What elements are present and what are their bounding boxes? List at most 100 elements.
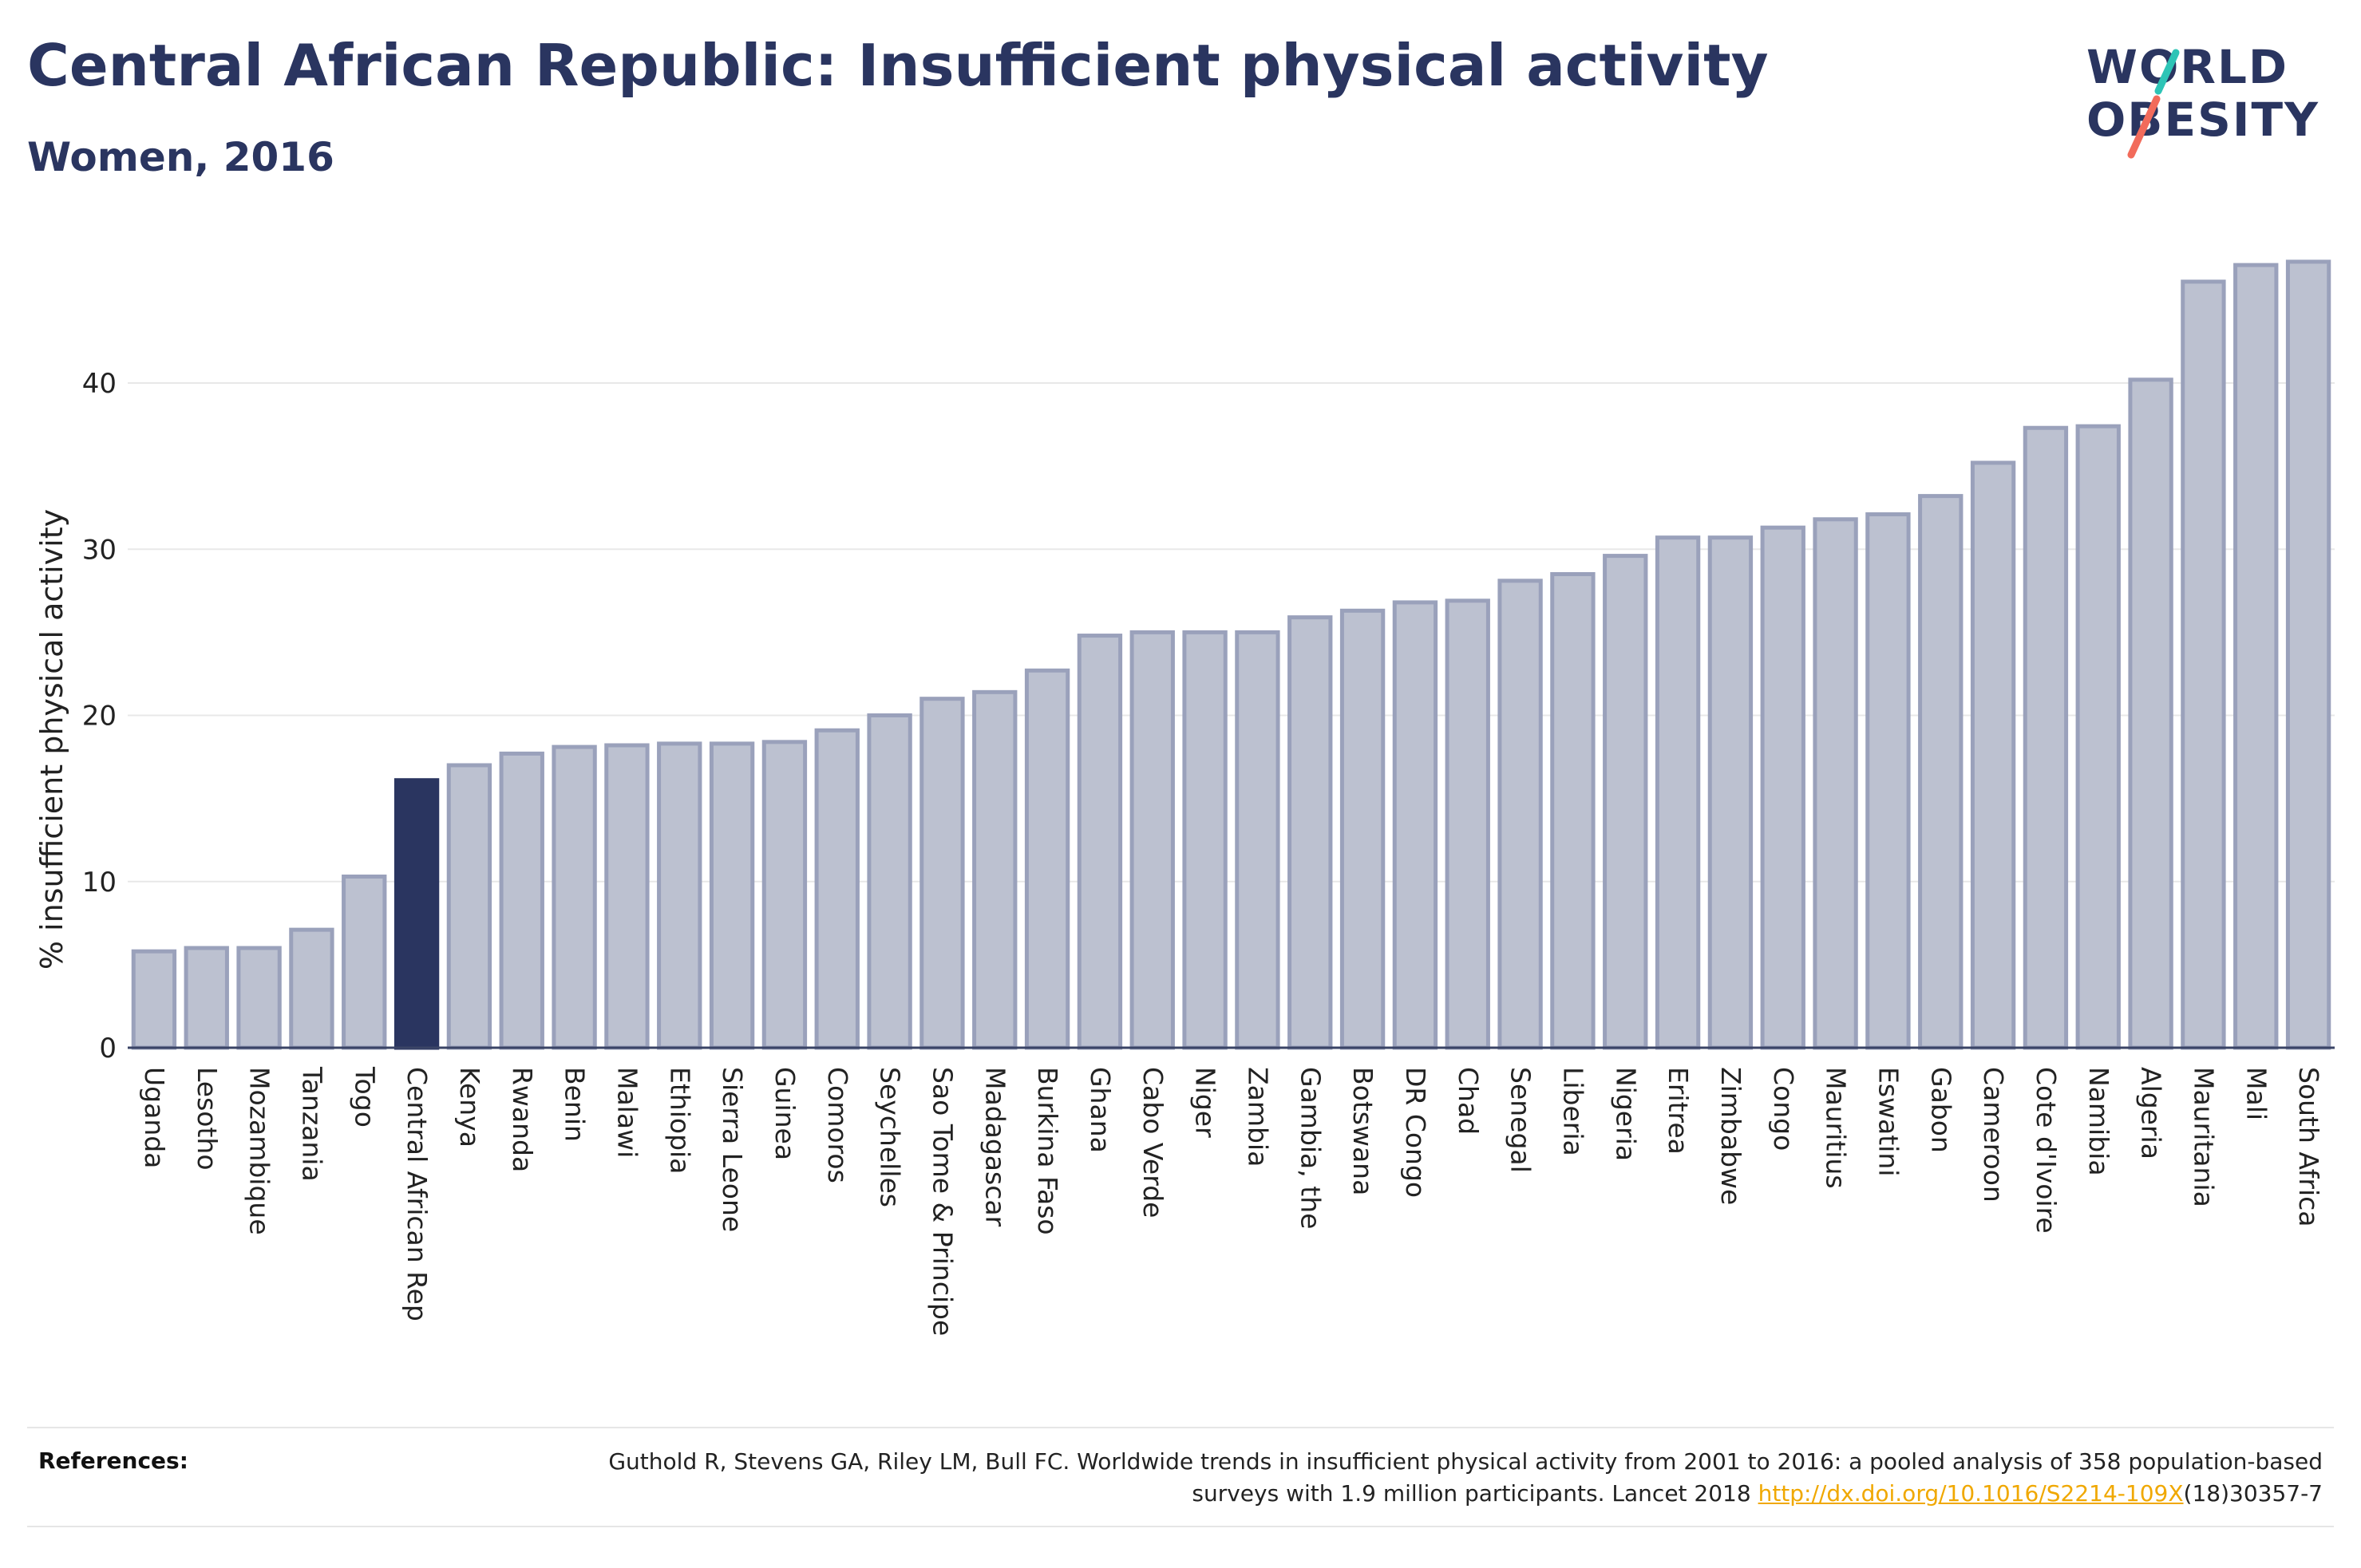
- chart-title: Central African Republic: Insufficient p…: [27, 32, 1769, 99]
- bar-togo: [342, 875, 387, 1050]
- references-citation: Guthold R, Stevens GA, Riley LM, Bull FC…: [608, 1448, 2323, 1507]
- bar-liberia: [1550, 571, 1596, 1050]
- bar-seychelles: [867, 713, 912, 1050]
- bar-gabon: [1918, 494, 1964, 1050]
- bar-uganda: [131, 949, 177, 1050]
- bar-kenya: [446, 763, 492, 1050]
- bar-namibia: [2075, 424, 2121, 1050]
- bar-zambia: [1235, 630, 1280, 1050]
- x-tick-label: Gabon: [1925, 1067, 1956, 1153]
- bar-madagascar: [972, 689, 1018, 1050]
- x-tick-label: Mozambique: [244, 1067, 275, 1235]
- bar-botswana: [1339, 608, 1386, 1050]
- x-tick-label: Nigeria: [1610, 1067, 1641, 1161]
- x-tick-label: Uganda: [139, 1067, 170, 1168]
- x-tick-label: Guinea: [769, 1067, 801, 1160]
- x-tick-label: Ghana: [1085, 1067, 1116, 1153]
- x-tick-label: Central African Rep: [401, 1067, 433, 1321]
- bar-chad: [1445, 598, 1490, 1050]
- axes: 0 10 20 30 40 Uganda Lesotho Mozambique Tanzania…: [82, 368, 2335, 1336]
- x-tick-label: Gambia, the: [1295, 1067, 1326, 1229]
- bar-gambia-the: [1287, 615, 1333, 1050]
- x-tick-label: Sao Tome & Principe: [927, 1067, 958, 1336]
- logo-line1: WORLD: [2086, 40, 2288, 94]
- bar-ethiopia: [657, 741, 702, 1050]
- references-citation-suffix: (18)30357-7: [2183, 1480, 2323, 1507]
- bar-niger: [1182, 630, 1228, 1050]
- gridlines: [128, 382, 2335, 883]
- bar-eswatini: [1865, 512, 1911, 1050]
- logo-line2: OBESITY: [2086, 93, 2319, 147]
- x-tick-label: Lesotho: [192, 1067, 223, 1171]
- x-tick-label: Mali: [2240, 1067, 2272, 1120]
- references-text: Guthold R, Stevens GA, Riley LM, Bull FC…: [567, 1446, 2323, 1510]
- x-tick-label: Senegal: [1505, 1067, 1536, 1173]
- x-tick-label: Mauritius: [1821, 1067, 1852, 1189]
- logo-slash-coral: [2127, 95, 2161, 159]
- x-tick-label: Comoros: [822, 1067, 853, 1183]
- bar-zimbabwe: [1707, 535, 1754, 1050]
- x-tick-label: Eritrea: [1663, 1067, 1694, 1155]
- bar-mauritania: [2181, 279, 2226, 1050]
- bar-lesotho: [184, 946, 229, 1050]
- x-tick-label: South Africa: [2293, 1067, 2324, 1227]
- bar-ghana: [1077, 634, 1123, 1050]
- bar-senegal: [1497, 579, 1543, 1050]
- bar-central-african-rep: [394, 778, 440, 1050]
- bar-mali: [2233, 263, 2279, 1050]
- x-tick-label: Botswana: [1347, 1067, 1378, 1195]
- x-tick-label: Seychelles: [875, 1067, 906, 1207]
- bar-sao-tome-principe: [919, 697, 965, 1050]
- bar-congo: [1760, 525, 1805, 1050]
- bar-benin: [552, 745, 597, 1050]
- x-tick-label: Cameroon: [1978, 1067, 2009, 1203]
- x-tick-label: Zimbabwe: [1715, 1067, 1746, 1205]
- x-tick-label: Liberia: [1557, 1067, 1588, 1156]
- x-tick-label: Congo: [1768, 1067, 1799, 1151]
- bar-cameroon: [1970, 460, 2016, 1050]
- bar-comoros: [814, 728, 860, 1050]
- bar-guinea: [761, 740, 808, 1050]
- x-tick-label: Cabo Verde: [1137, 1067, 1169, 1218]
- x-tick-label: Madagascar: [979, 1067, 1010, 1227]
- bar-nigeria: [1603, 554, 1648, 1050]
- x-tick-label: Chad: [1453, 1067, 1484, 1135]
- x-tick-label: DR Congo: [1400, 1067, 1431, 1198]
- x-tick-label: Eswatini: [1873, 1067, 1904, 1176]
- bar-sierra-leone: [709, 741, 755, 1050]
- x-tick-label: Rwanda: [507, 1067, 538, 1172]
- bar-south-africa: [2285, 259, 2331, 1050]
- references-label: References:: [38, 1448, 188, 1474]
- bar-malawi: [604, 743, 650, 1050]
- x-tick-label: Kenya: [454, 1067, 485, 1147]
- x-tick-label: Niger: [1190, 1067, 1221, 1138]
- y-tick-label: 40: [82, 368, 117, 400]
- x-tick-label: Algeria: [2136, 1067, 2167, 1159]
- logo-slash-teal: [2154, 49, 2180, 95]
- bar-tanzania: [289, 927, 334, 1050]
- bar-eritrea: [1655, 535, 1701, 1050]
- bar-chart: 0 10 20 30 40 Uganda Lesotho Mozambique Tanzania…: [34, 259, 2335, 1336]
- bar-cabo-verde: [1129, 630, 1175, 1050]
- bars: [131, 259, 2331, 1050]
- bar-algeria: [2128, 377, 2173, 1050]
- x-tick-label: Togo: [349, 1066, 380, 1128]
- references-link[interactable]: http://dx.doi.org/10.1016/S2214-109X: [1758, 1480, 2184, 1507]
- bar-burkina-faso: [1024, 668, 1070, 1050]
- x-tick-label: Namibia: [2083, 1067, 2114, 1176]
- x-tick-label: Tanzania: [296, 1066, 327, 1182]
- x-tick-label: Malawi: [611, 1067, 643, 1158]
- x-tick-label: Ethiopia: [664, 1067, 695, 1174]
- bar-rwanda: [499, 751, 544, 1050]
- x-tick-label: Mauritania: [2188, 1067, 2219, 1207]
- y-tick-label: 0: [99, 1033, 117, 1064]
- bar-cote-d-ivoire: [2023, 425, 2069, 1050]
- x-tick-label: Benin: [560, 1067, 591, 1142]
- world-obesity-logo: WORLD OBESITY: [2086, 40, 2319, 159]
- bar-mauritius: [1813, 517, 1858, 1050]
- x-tick-label: Zambia: [1242, 1067, 1273, 1167]
- bar-mozambique: [236, 946, 282, 1050]
- y-axis-title: % insufficient physical activity: [34, 509, 69, 970]
- y-tick-label: 20: [82, 701, 117, 733]
- x-tick-label: Burkina Faso: [1032, 1067, 1063, 1235]
